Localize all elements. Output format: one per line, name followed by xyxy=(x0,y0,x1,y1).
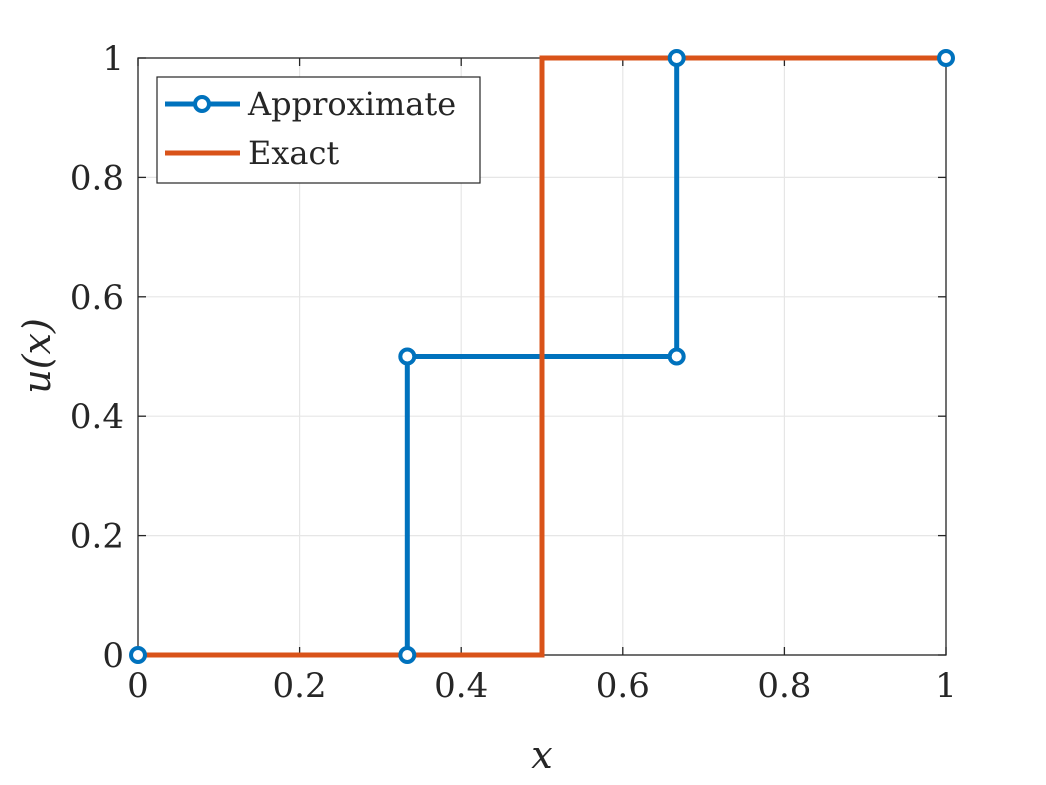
y-tick-label-2: 0.4 xyxy=(70,397,124,437)
x-tick-label-0: 0 xyxy=(127,666,149,706)
y-tick-label-5: 1 xyxy=(102,39,124,79)
series-marker-approximate-5 xyxy=(937,49,955,67)
legend-marker-approximate xyxy=(193,95,211,113)
series-marker-approximate-4 xyxy=(667,49,686,67)
series-line-exact xyxy=(138,55,946,658)
tick-labels: 0 0.2 0.4 0.6 0.8 1 0 0.2 0.4 0.6 0.8 1 xyxy=(70,39,957,706)
x-tick-label-3: 0.6 xyxy=(596,666,650,706)
series-marker-approximate-2 xyxy=(398,347,417,366)
legend: Approximate Exact xyxy=(156,76,481,184)
y-axis-label: u(x) xyxy=(15,318,59,394)
y-tick-label-3: 0.6 xyxy=(70,278,124,318)
legend-label-approximate: Approximate xyxy=(247,85,456,123)
x-tick-label-1: 0.2 xyxy=(273,666,327,706)
x-tick-label-5: 1 xyxy=(935,666,957,706)
series-marker-approximate-0 xyxy=(129,646,147,664)
x-axis-label: x xyxy=(531,733,552,777)
x-tick-label-2: 0.4 xyxy=(434,666,488,706)
legend-label-exact: Exact xyxy=(248,134,339,172)
y-tick-label-0: 0 xyxy=(102,636,124,676)
y-tick-label-4: 0.8 xyxy=(70,158,124,198)
legend-box xyxy=(156,76,481,184)
x-tick-label-4: 0.8 xyxy=(757,666,811,706)
series-marker-approximate-3 xyxy=(667,347,686,366)
series-marker-approximate-1 xyxy=(398,646,417,664)
y-tick-label-1: 0.2 xyxy=(70,517,124,557)
series-layer xyxy=(129,49,955,664)
